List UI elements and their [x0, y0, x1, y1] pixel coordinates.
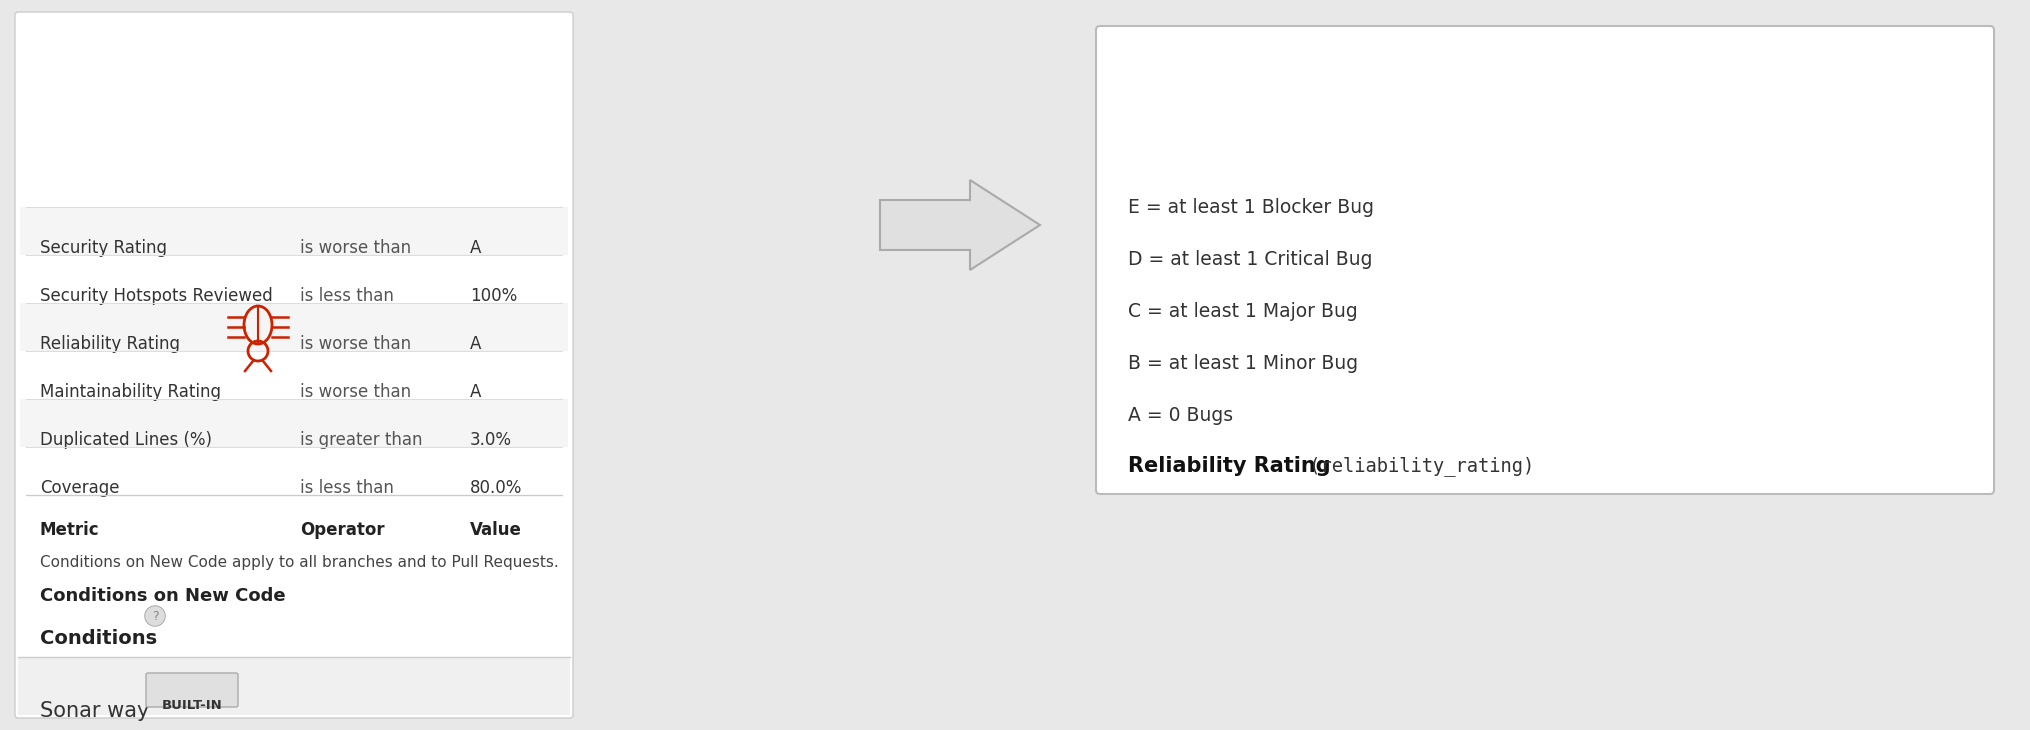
Text: E = at least 1 Blocker Bug: E = at least 1 Blocker Bug — [1129, 198, 1374, 217]
Text: 100%: 100% — [471, 287, 518, 305]
Text: is worse than: is worse than — [300, 383, 412, 401]
Text: 3.0%: 3.0% — [471, 431, 512, 449]
Bar — [20, 303, 568, 351]
Text: Value: Value — [471, 521, 522, 539]
Text: B = at least 1 Minor Bug: B = at least 1 Minor Bug — [1129, 354, 1358, 373]
Text: Metric: Metric — [41, 521, 99, 539]
Text: is less than: is less than — [300, 287, 394, 305]
Text: A: A — [471, 335, 481, 353]
Text: 80.0%: 80.0% — [471, 479, 522, 497]
Bar — [18, 657, 570, 715]
Text: A = 0 Bugs: A = 0 Bugs — [1129, 406, 1232, 425]
Text: Security Hotspots Reviewed: Security Hotspots Reviewed — [41, 287, 272, 305]
Text: is greater than: is greater than — [300, 431, 422, 449]
Text: Operator: Operator — [300, 521, 384, 539]
Text: is worse than: is worse than — [300, 335, 412, 353]
Polygon shape — [879, 180, 1039, 270]
Text: Coverage: Coverage — [41, 479, 120, 497]
Text: A: A — [471, 383, 481, 401]
Text: D = at least 1 Critical Bug: D = at least 1 Critical Bug — [1129, 250, 1372, 269]
Text: Conditions: Conditions — [41, 629, 156, 648]
Text: Duplicated Lines (%): Duplicated Lines (%) — [41, 431, 211, 449]
Text: Conditions on New Code apply to all branches and to Pull Requests.: Conditions on New Code apply to all bran… — [41, 555, 558, 570]
Text: is worse than: is worse than — [300, 239, 412, 257]
FancyBboxPatch shape — [146, 673, 238, 707]
Text: (reliability_rating): (reliability_rating) — [1297, 456, 1535, 476]
Bar — [20, 399, 568, 447]
Text: A: A — [471, 239, 481, 257]
Text: is less than: is less than — [300, 479, 394, 497]
FancyBboxPatch shape — [1096, 26, 1993, 494]
Text: ?: ? — [152, 610, 158, 623]
Bar — [20, 207, 568, 255]
Text: Reliability Rating: Reliability Rating — [41, 335, 181, 353]
Text: Maintainability Rating: Maintainability Rating — [41, 383, 221, 401]
Text: Security Rating: Security Rating — [41, 239, 166, 257]
Text: BUILT-IN: BUILT-IN — [162, 699, 223, 712]
FancyBboxPatch shape — [14, 12, 572, 718]
Text: C = at least 1 Major Bug: C = at least 1 Major Bug — [1129, 302, 1358, 321]
Text: Reliability Rating: Reliability Rating — [1129, 456, 1330, 476]
Text: Sonar way: Sonar way — [41, 701, 150, 721]
Text: Conditions on New Code: Conditions on New Code — [41, 587, 286, 605]
